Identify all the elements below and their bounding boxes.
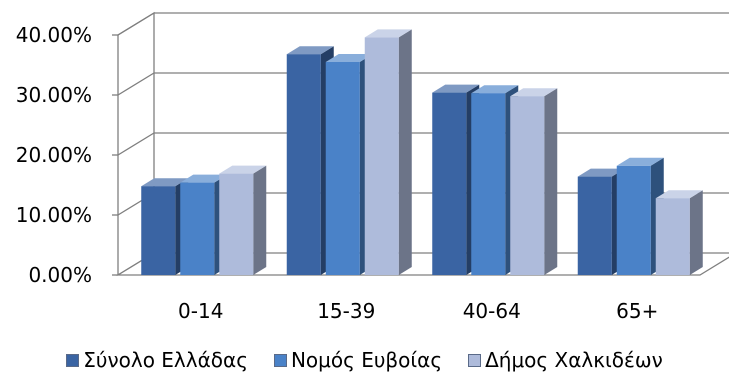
- bars: [141, 29, 703, 276]
- bar: [510, 88, 558, 275]
- bar-front: [141, 186, 176, 275]
- bar-front: [510, 96, 545, 275]
- bar-top: [180, 174, 228, 183]
- y-tick-label: 40.00%: [16, 23, 92, 47]
- bar-front: [432, 92, 467, 275]
- bar-top: [616, 157, 664, 166]
- bar-side: [253, 165, 267, 275]
- bar-top: [432, 84, 480, 93]
- gridline: [117, 132, 729, 156]
- bar: [364, 29, 412, 276]
- bar-front: [471, 93, 506, 275]
- bar-top: [577, 168, 625, 177]
- bar-side: [544, 88, 558, 275]
- y-tick-label: 20.00%: [16, 143, 92, 167]
- bar-front: [577, 176, 612, 275]
- bar-top: [219, 165, 267, 174]
- x-tick-label: 0-14: [178, 299, 223, 323]
- legend-swatch: [66, 353, 80, 367]
- legend: Σύνολο Ελλάδας Νομός Ευβοίας Δήμος Χαλκιδέ…: [0, 340, 729, 380]
- gridline: [117, 72, 729, 96]
- bar-front: [616, 165, 651, 275]
- legend-item: Νομός Ευβοίας: [273, 348, 443, 372]
- bar-top: [364, 29, 412, 38]
- legend-label: Νομός Ευβοίας: [290, 348, 443, 372]
- bar-top: [286, 46, 334, 55]
- bar-front: [180, 182, 215, 275]
- bar-top: [471, 85, 519, 94]
- x-axis-labels: 0-14 15-39 40-64 65+: [178, 299, 658, 323]
- bar-top: [141, 178, 189, 187]
- legend-swatch: [273, 353, 287, 367]
- y-tick-label: 30.00%: [16, 83, 92, 107]
- bar-front: [325, 62, 360, 275]
- bar-front: [219, 173, 254, 275]
- bar: [325, 54, 373, 275]
- bar-side: [689, 190, 703, 275]
- bar: [219, 165, 267, 275]
- y-axis-ticks: 0.00% 10.00% 20.00% 30.00% 40.00%: [16, 23, 92, 287]
- legend-swatch: [468, 353, 482, 367]
- x-tick-label: 15-39: [317, 299, 375, 323]
- bar-top: [655, 190, 703, 199]
- x-tick-label: 40-64: [463, 299, 521, 323]
- bar-top: [325, 54, 373, 62]
- legend-item: Σύνολο Ελλάδας: [66, 348, 248, 372]
- gridline: [117, 12, 729, 36]
- bar-front: [364, 37, 399, 276]
- bar-top: [510, 88, 558, 97]
- legend-item: Δήμος Χαλκιδέων: [468, 348, 663, 372]
- legend-label: Σύνολο Ελλάδας: [83, 348, 248, 372]
- legend-label: Δήμος Χαλκιδέων: [485, 348, 663, 372]
- bar: [655, 190, 703, 275]
- x-tick-label: 65+: [616, 299, 658, 323]
- bar-side: [398, 29, 412, 276]
- bar-front: [655, 198, 690, 275]
- bar-front: [286, 54, 321, 276]
- y-tick-label: 0.00%: [28, 263, 92, 287]
- y-tick-label: 10.00%: [16, 203, 92, 227]
